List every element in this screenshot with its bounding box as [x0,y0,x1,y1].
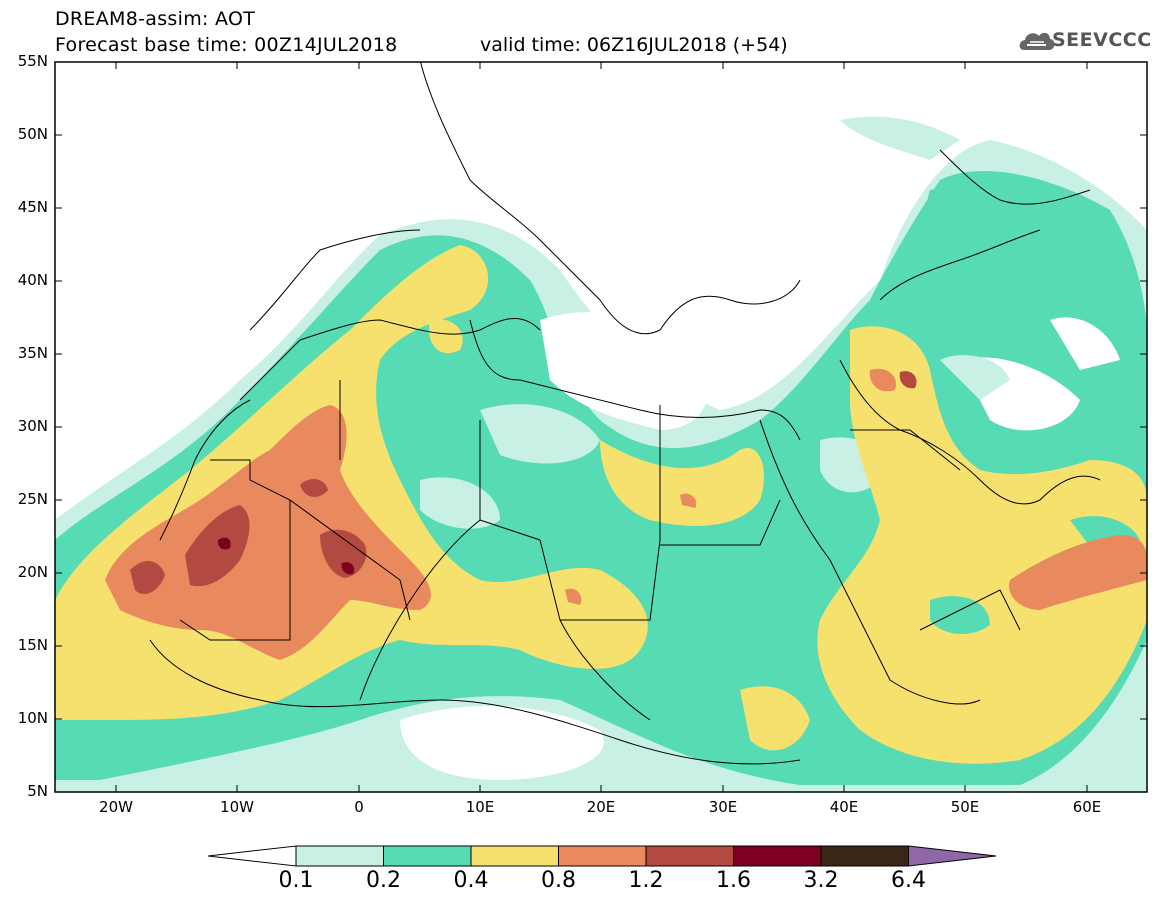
colorbar-bin-2 [470,845,559,867]
colorbar-label: 0.2 [366,868,401,893]
lat-label: 10N [17,709,48,727]
lon-label: 30E [708,798,738,816]
lon-label: 60E [1072,798,1102,816]
lat-label: 50N [17,125,48,143]
lat-label: 40N [17,271,48,289]
colorbar-bin-0 [295,845,384,867]
lat-label: 25N [17,490,48,508]
colorbar-label: 0.1 [278,868,314,893]
lon-label: 10W [220,798,254,816]
lat-label: 45N [17,198,48,216]
cloud-logo-icon [1019,32,1055,50]
colorbar-bin-3 [558,845,647,867]
lon-label: 40E [829,798,859,816]
colorbar-under-arrow [207,845,297,867]
coastlines [149,62,1101,765]
colorbar-label: 3.2 [803,868,839,893]
colorbar-label: 0.8 [541,868,576,893]
logo-text: SEEVCCC [1052,29,1152,51]
colorbar-label: 0.4 [453,868,489,893]
colorbar-label: 1.2 [628,868,664,893]
valid-time: valid time: 06Z16JUL2018 (+54) [480,34,788,56]
colorbar-over-arrow [908,845,997,867]
forecast-base-time: Forecast base time: 00Z14JUL2018 [55,34,398,56]
axis-ticks [55,61,1147,792]
lon-label: 20E [586,798,616,816]
lon-label: 50E [950,798,980,816]
lat-label: 5N [27,782,48,800]
map-title: DREAM8-assim: AOT [55,8,256,30]
colorbar-label: 1.6 [716,868,751,893]
lon-label: 0 [354,798,364,816]
lat-label: 55N [17,52,48,70]
colorbar-label: 6.4 [891,868,926,893]
colorbar-bin-1 [383,845,472,867]
colorbar-bin-5 [733,845,822,867]
lon-label: 10E [465,798,495,816]
lat-label: 15N [17,636,48,654]
colorbar-bin-4 [645,845,734,867]
lat-label: 35N [17,344,48,362]
lon-label: 20W [99,798,133,816]
colorbar [207,845,997,867]
colorbar-bin-6 [820,845,909,867]
lat-label: 30N [17,417,48,435]
aot-contours [55,116,1147,792]
lat-label: 20N [17,563,48,581]
